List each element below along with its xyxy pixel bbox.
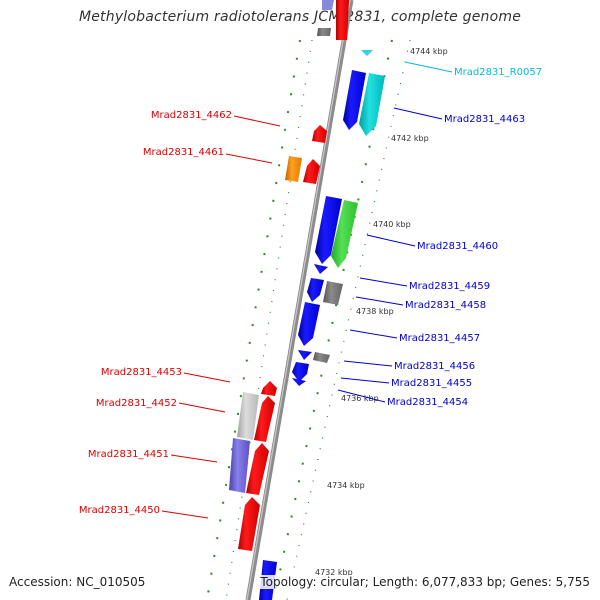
leader-line <box>340 377 390 384</box>
gene-arrow-4460-green <box>331 200 358 268</box>
gene-arrow-4458-gray <box>323 281 343 305</box>
gene-label-4462[interactable]: Mrad2831_4462 <box>151 110 232 121</box>
accession-label: Accession: NC_010505 <box>9 575 146 589</box>
rna-marker-R0057 <box>361 50 373 56</box>
gene-arrow-4458-blue <box>307 278 324 302</box>
gene-label-4453[interactable]: Mrad2831_4453 <box>101 367 182 378</box>
kbp-tick-label: 4744 kbp <box>410 47 448 56</box>
leader-line <box>393 107 443 120</box>
gene-label-4452[interactable]: Mrad2831_4452 <box>96 398 177 409</box>
kbp-tick-label: 4738 kbp <box>356 307 394 316</box>
gene-arrow-4461-red <box>303 159 320 184</box>
gene-label-4458[interactable]: Mrad2831_4458 <box>405 300 486 311</box>
leader-line <box>178 402 226 413</box>
gene-arrow-4452-red <box>254 396 275 442</box>
genome-backbone-highlight <box>246 0 351 600</box>
gene-label-4463[interactable]: Mrad2831_4463 <box>444 114 525 125</box>
gene-arrow-4456-blue <box>298 350 312 360</box>
leader-line <box>359 277 408 287</box>
gene-arrow-4453 <box>261 381 277 396</box>
gene-label-4460[interactable]: Mrad2831_4460 <box>417 241 498 252</box>
gene-label-4455[interactable]: Mrad2831_4455 <box>391 378 472 389</box>
leader-line <box>343 360 393 367</box>
kbp-tick-label: 4736 kbp <box>341 394 379 403</box>
kbp-tick-label: 4740 kbp <box>373 220 411 229</box>
leader-line <box>349 329 398 339</box>
leader-line <box>183 372 231 383</box>
gene-arrow-4451-red <box>246 443 269 495</box>
leader-line <box>337 389 386 403</box>
kbp-ticks: 4744 kbp 4742 kbp 4740 kbp 4738 kbp 4736… <box>315 47 448 577</box>
gene-label-4456[interactable]: Mrad2831_4456 <box>394 361 475 372</box>
kbp-tick-label: 4742 kbp <box>391 134 429 143</box>
gene-arrow-4460-blue <box>315 196 342 264</box>
gene-arrow-4461-orange <box>285 156 302 182</box>
gene-arrow-top-gray <box>317 28 331 36</box>
gene-arrow-4459 <box>314 264 328 274</box>
gene-label-4450[interactable]: Mrad2831_4450 <box>79 505 160 516</box>
leader-line <box>355 296 404 306</box>
gene-arrow-top-blue <box>322 0 334 10</box>
gene-arrow-4452-gray <box>237 392 259 440</box>
leader-line <box>225 153 273 164</box>
gene-label-R0057[interactable]: Mrad2831_R0057 <box>454 67 542 78</box>
gene-arrow-4454 <box>292 378 306 386</box>
leader-line <box>161 510 209 519</box>
gene-arrow-4463-blue <box>343 70 366 130</box>
kbp-tick-label: 4732 kbp <box>315 568 353 577</box>
map-title: Methylobacterium radiotolerans JCM 2831,… <box>78 9 522 25</box>
gene-arrow-4457 <box>298 302 320 346</box>
gene-label-4461[interactable]: Mrad2831_4461 <box>143 147 224 158</box>
gene-arrow-4450 <box>238 497 260 551</box>
genome-summary: Topology: circular; Length: 6,077,833 bp… <box>256 575 590 589</box>
gene-label-4454[interactable]: Mrad2831_4454 <box>387 397 468 408</box>
gene-arrow-4455 <box>292 362 309 382</box>
gene-arrow-4462 <box>312 125 327 143</box>
gene-arrow-4451-purple <box>229 438 250 493</box>
leader-line <box>366 234 416 247</box>
genome-backbone <box>245 0 354 600</box>
leader-line <box>404 61 453 73</box>
leader-line <box>233 115 281 127</box>
kbp-tick-label: 4734 kbp <box>327 481 365 490</box>
leader-line <box>170 454 218 463</box>
gene-arrow-top-red <box>336 0 349 40</box>
gene-label-4451[interactable]: Mrad2831_4451 <box>88 449 169 460</box>
outer-right-guide <box>286 39 411 600</box>
right-gene-labels: Mrad2831_R0057 Mrad2831_4463 Mrad2831_44… <box>337 61 542 408</box>
gene-arrow-4456-gray <box>313 352 330 363</box>
gene-arrow-4463-cyan <box>359 73 385 136</box>
gene-label-4459[interactable]: Mrad2831_4459 <box>409 281 490 292</box>
gene-label-4457[interactable]: Mrad2831_4457 <box>399 333 480 344</box>
left-gene-labels: Mrad2831_4462 Mrad2831_4461 Mrad2831_445… <box>79 110 281 519</box>
